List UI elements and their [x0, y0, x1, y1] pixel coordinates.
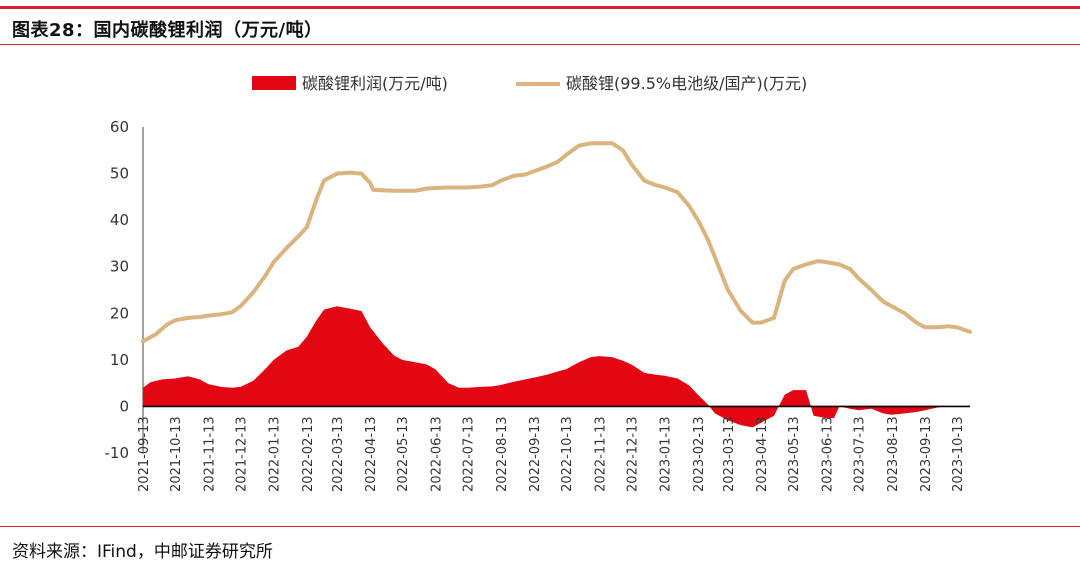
x-tick-label: 2022-10-13: [560, 416, 575, 492]
top-rule: [0, 6, 1080, 9]
x-tick-label: 2023-01-13: [659, 416, 674, 492]
x-tick-label: 2023-04-13: [755, 416, 770, 492]
legend-profit-swatch: [252, 76, 296, 90]
legend: 碳酸锂利润(万元/吨) 碳酸锂(99.5%电池级/国产)(万元): [252, 74, 807, 93]
x-tick-label: 2023-05-13: [787, 416, 802, 492]
y-tick-label: -10: [105, 444, 130, 462]
x-tick-label: 2023-09-13: [919, 416, 934, 492]
source-note: 资料来源：IFind，中邮证券研究所: [12, 542, 273, 562]
x-tick-label: 2023-10-13: [951, 416, 966, 492]
figure-title: 图表28：国内碳酸锂利润（万元/吨）: [12, 20, 323, 41]
x-tick-label: 2021-09-13: [137, 416, 152, 492]
x-tick-label: 2022-08-13: [495, 416, 510, 492]
x-tick-label: 2023-07-13: [853, 416, 868, 492]
y-tick-label: 10: [110, 351, 129, 369]
x-tick-label: 2022-04-13: [364, 416, 379, 492]
x-tick-label: 2023-02-13: [692, 416, 707, 492]
y-tick-label: 30: [110, 258, 129, 276]
y-tick-label: 50: [110, 165, 129, 183]
profit-area-series: [143, 306, 949, 428]
plot-area: [141, 141, 972, 428]
x-tick-label: 2022-03-13: [331, 416, 346, 492]
x-tick-label: 2022-09-13: [528, 416, 543, 492]
x-axis: 2021-09-13 2021-10-13 2021-11-13 2021-12-13…: [137, 416, 966, 492]
x-tick-label: 2023-03-13: [722, 416, 737, 492]
x-tick-label: 2022-01-13: [268, 416, 283, 492]
legend-price-label: 碳酸锂(99.5%电池级/国产)(万元): [566, 74, 807, 93]
x-tick-label: 2022-12-13: [626, 416, 641, 492]
x-tick-label: 2022-05-13: [396, 416, 411, 492]
x-tick-label: 2022-06-13: [429, 416, 444, 492]
x-tick-label: 2022-02-13: [301, 416, 316, 492]
x-tick-label: 2022-11-13: [593, 416, 608, 492]
y-axis: -10 0 10 20 30 40 50 60: [105, 118, 144, 462]
x-tick-label: 2022-07-13: [462, 416, 477, 492]
x-tick-label: 2021-10-13: [169, 416, 184, 492]
legend-profit-label: 碳酸锂利润(万元/吨): [302, 74, 448, 93]
y-tick-label: 0: [119, 397, 129, 415]
x-tick-label: 2023-08-13: [886, 416, 901, 492]
y-tick-label: 40: [110, 211, 129, 229]
x-tick-label: 2021-11-13: [202, 416, 217, 492]
y-tick-label: 20: [110, 304, 129, 322]
title-rule: [0, 44, 1080, 45]
x-tick-label: 2021-12-13: [235, 416, 250, 492]
profit-price-chart: 碳酸锂利润(万元/吨) 碳酸锂(99.5%电池级/国产)(万元) -10 0 10 2…: [105, 74, 972, 492]
x-tick-label: 2023-06-13: [821, 416, 836, 492]
y-tick-label: 60: [110, 118, 129, 136]
bottom-rule: [0, 526, 1080, 527]
price-line-series: [141, 141, 972, 344]
